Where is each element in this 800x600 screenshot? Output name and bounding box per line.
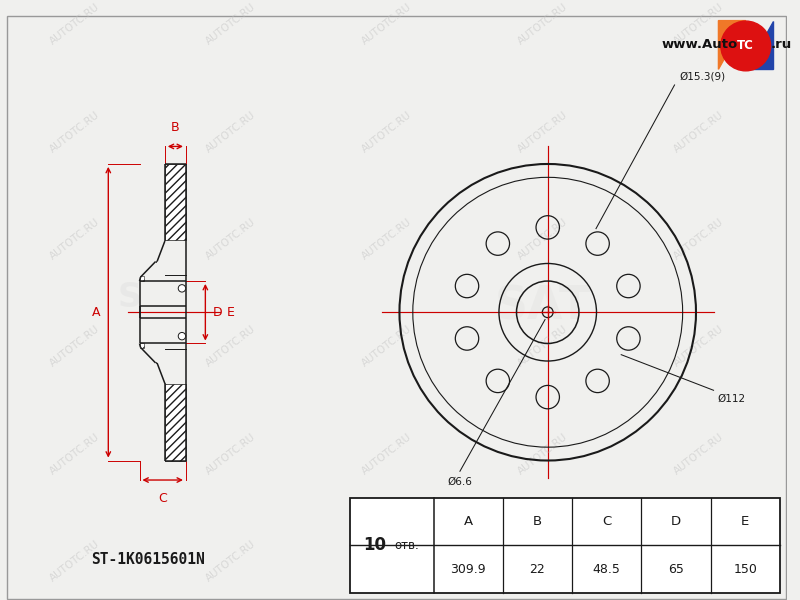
Text: AUTOTC.RU: AUTOTC.RU (516, 539, 570, 583)
Text: 309.9: 309.9 (450, 563, 486, 576)
Text: AUTOTC.RU: AUTOTC.RU (672, 431, 726, 476)
Text: AUTOTC.RU: AUTOTC.RU (360, 324, 414, 369)
Text: C: C (602, 515, 611, 528)
Circle shape (178, 332, 186, 340)
Text: SAT: SAT (494, 285, 591, 330)
Polygon shape (746, 20, 773, 70)
Text: E: E (741, 515, 750, 528)
Polygon shape (165, 384, 186, 461)
Text: 10: 10 (363, 536, 386, 554)
Text: A: A (464, 515, 473, 528)
Polygon shape (139, 276, 144, 281)
Text: AUTOTC.RU: AUTOTC.RU (204, 324, 258, 369)
Text: AUTOTC.RU: AUTOTC.RU (204, 217, 258, 262)
Text: 22: 22 (530, 563, 546, 576)
Text: AUTOTC.RU: AUTOTC.RU (516, 109, 570, 154)
Text: www.Auto: www.Auto (662, 38, 738, 50)
Text: AUTOTC.RU: AUTOTC.RU (204, 539, 258, 583)
Text: AUTOTC.RU: AUTOTC.RU (204, 109, 258, 154)
Text: 150: 150 (734, 563, 757, 576)
Text: Ø112: Ø112 (718, 394, 746, 404)
Text: AUTOTC.RU: AUTOTC.RU (204, 431, 258, 476)
Text: AUTOTC.RU: AUTOTC.RU (360, 109, 414, 154)
Text: B: B (171, 121, 180, 134)
Text: B: B (533, 515, 542, 528)
Text: TC: TC (738, 40, 754, 52)
Text: AUTOTC.RU: AUTOTC.RU (48, 324, 102, 369)
Circle shape (178, 284, 186, 292)
Text: AUTOTC.RU: AUTOTC.RU (516, 2, 570, 47)
Text: AUTOTC.RU: AUTOTC.RU (48, 539, 102, 583)
Circle shape (721, 21, 770, 71)
Text: AUTOTC.RU: AUTOTC.RU (672, 539, 726, 583)
Text: AUTOTC.RU: AUTOTC.RU (360, 2, 414, 47)
Text: E: E (227, 306, 234, 319)
Text: AUTOTC.RU: AUTOTC.RU (516, 324, 570, 369)
Bar (350, 497, 780, 593)
Text: C: C (158, 492, 167, 505)
Text: 65: 65 (668, 563, 684, 576)
Text: Ø6.6: Ø6.6 (447, 477, 472, 487)
Text: 48.5: 48.5 (593, 563, 621, 576)
Text: A: A (92, 306, 101, 319)
Text: отв.: отв. (394, 539, 418, 552)
Text: .ru: .ru (771, 38, 792, 50)
Polygon shape (165, 164, 186, 241)
Text: AUTOTC.RU: AUTOTC.RU (516, 431, 570, 476)
Text: D: D (671, 515, 681, 528)
Text: D: D (213, 306, 222, 319)
Text: Ø15.3(9): Ø15.3(9) (679, 71, 726, 81)
Text: AUTOTC.RU: AUTOTC.RU (48, 2, 102, 47)
Polygon shape (139, 164, 186, 461)
Text: ST-1K0615601N: ST-1K0615601N (91, 551, 205, 566)
Text: AUTOTC.RU: AUTOTC.RU (48, 431, 102, 476)
Text: AUTOTC.RU: AUTOTC.RU (516, 217, 570, 262)
Text: SAT: SAT (118, 281, 188, 314)
Text: AUTOTC.RU: AUTOTC.RU (672, 109, 726, 154)
Text: AUTOTC.RU: AUTOTC.RU (672, 217, 726, 262)
Text: AUTOTC.RU: AUTOTC.RU (48, 217, 102, 262)
Bar (350, 497, 780, 593)
Text: AUTOTC.RU: AUTOTC.RU (672, 2, 726, 47)
Polygon shape (139, 343, 144, 349)
Text: AUTOTC.RU: AUTOTC.RU (360, 217, 414, 262)
Text: AUTOTC.RU: AUTOTC.RU (360, 539, 414, 583)
Text: AUTOTC.RU: AUTOTC.RU (360, 431, 414, 476)
Text: AUTOTC.RU: AUTOTC.RU (672, 324, 726, 369)
Text: AUTOTC.RU: AUTOTC.RU (48, 109, 102, 154)
Text: AUTOTC.RU: AUTOTC.RU (204, 2, 258, 47)
Polygon shape (718, 20, 746, 70)
